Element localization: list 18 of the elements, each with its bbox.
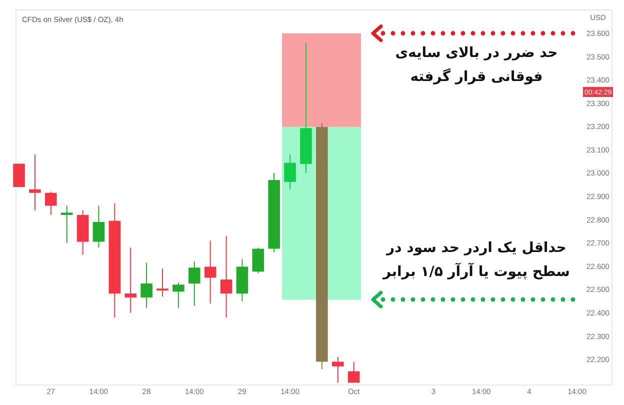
candlestick <box>348 361 360 384</box>
candlestick <box>252 247 264 274</box>
annotation: حد ضرر در بالای سایه‌ی فوقانی قرار گرفته <box>394 44 559 88</box>
candlestick <box>44 191 57 216</box>
candlestick <box>60 205 73 244</box>
candlestick <box>188 261 200 306</box>
candlestick <box>92 205 105 248</box>
candlestick <box>204 240 216 304</box>
candlestick <box>124 247 136 314</box>
annotation: حداقل یک اردر حد سود در سطح پیوت یا آرآر ۱/۵ برابر <box>381 238 571 282</box>
candlestick <box>220 235 232 318</box>
candlestick <box>13 163 25 188</box>
candlestick <box>332 356 344 384</box>
candlestick <box>284 154 296 190</box>
candlestick <box>140 262 152 309</box>
candlestick <box>156 268 168 297</box>
candlestick <box>172 282 184 309</box>
candlestick <box>29 154 41 211</box>
